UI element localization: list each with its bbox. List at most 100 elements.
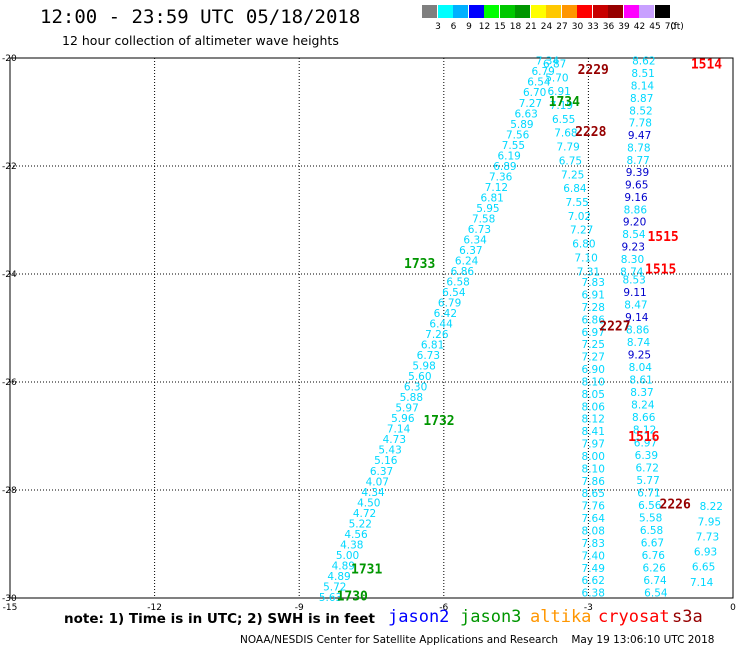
wave-height-value: 5.95: [476, 203, 499, 215]
wave-height-value: 5.60: [408, 371, 431, 383]
satellite-label: altika: [530, 607, 592, 627]
wave-height-value: 6.91: [582, 290, 605, 302]
wave-height-value: 7.55: [502, 140, 525, 152]
y-tick-label: -30: [2, 594, 17, 604]
legend-label: 36: [602, 22, 615, 32]
wave-height-value: 5.16: [374, 455, 398, 467]
legend-label: 18: [509, 22, 522, 32]
wave-height-value: 7.02: [568, 211, 591, 223]
legend-swatch: [468, 5, 484, 18]
x-tick-label: -15: [3, 603, 18, 613]
wave-height-value: 6.42: [434, 308, 457, 320]
wave-height-value: 6.58: [446, 276, 469, 288]
wave-height-value: 4.07: [366, 476, 389, 488]
wave-height-value: 6.70: [523, 87, 546, 99]
wave-height-value: 6.62: [582, 575, 605, 587]
wave-height-value: 6.67: [641, 537, 664, 549]
x-tick-label: -9: [295, 603, 304, 613]
wave-height-value: 5.96: [391, 413, 415, 425]
wave-height-value: 5.43: [378, 445, 401, 457]
wave-height-value: 8.87: [630, 93, 653, 105]
plot-frame: [9, 57, 734, 599]
wave-height-value: 5.77: [636, 475, 659, 487]
wave-height-value: 7.64: [582, 513, 606, 525]
wave-height-value: 5.98: [412, 361, 435, 373]
legend-label: 45: [649, 22, 661, 32]
wave-height-value: 7.79: [556, 142, 579, 154]
wave-height-value: 6.54: [644, 588, 668, 600]
wave-height-value: 6.56: [638, 500, 662, 512]
pass-time-label: 1514: [691, 57, 722, 72]
wave-height-value: 8.10: [582, 463, 605, 475]
pass-time-label: 2227: [599, 319, 630, 334]
satellite-label: jason3: [460, 607, 522, 627]
timestamp: May 19 13:06:10 UTC 2018: [571, 634, 715, 646]
wave-height-value: 7.28: [582, 302, 605, 314]
wave-height-value: 8.10: [582, 376, 605, 388]
wave-height-value: 6.26: [642, 563, 666, 575]
legend-label: 3: [435, 22, 441, 32]
wave-height-value: 6.37: [459, 245, 482, 257]
wave-height-value: 7.25: [561, 169, 584, 181]
legend-swatch: [437, 5, 453, 18]
wave-height-value: 8.06: [582, 401, 606, 413]
wave-height-value: 9.11: [623, 287, 646, 299]
wave-height-value: 6.90: [582, 364, 605, 376]
legend-label: 27: [556, 22, 568, 32]
wave-height-value: 7.27: [570, 225, 593, 237]
wave-height-value: 8.47: [624, 299, 647, 311]
wave-height-value: 8.04: [629, 362, 653, 374]
pass-time-label: 1730: [337, 589, 368, 604]
legend-label: 39: [618, 22, 630, 32]
credit-text: NOAA/NESDIS Center for Satellite Applica…: [240, 634, 558, 646]
satellite-label: cryosat: [598, 607, 670, 627]
legend-unit: (ft): [670, 22, 684, 32]
y-tick-label: -20: [2, 54, 17, 64]
wave-height-value: 6.76: [642, 550, 666, 562]
wave-height-value: 6.55: [552, 114, 575, 126]
wave-height-value: 5.70: [545, 72, 568, 84]
wave-height-value: 6.80: [572, 239, 595, 251]
wave-height-value: 5.89: [510, 119, 533, 131]
wave-height-value: 7.58: [472, 213, 495, 225]
wave-height-value: 7.27: [519, 98, 542, 110]
legend-swatch: [654, 5, 670, 18]
wave-height-value: 6.89: [493, 161, 516, 173]
wave-height-value: 9.39: [626, 167, 649, 179]
wave-height-value: 8.62: [632, 56, 655, 68]
legend-swatch: [530, 5, 546, 18]
wave-height-value: 7.26: [425, 329, 449, 341]
wave-height-value: 7.73: [696, 531, 719, 543]
wave-height-value: 7.27: [582, 352, 605, 364]
wave-height-value: 8.78: [627, 142, 650, 154]
page-subtitle: 12 hour collection of altimeter wave hei…: [62, 33, 339, 48]
wave-height-value: 8.00: [582, 451, 605, 463]
wave-height-value: 5.97: [395, 403, 418, 415]
wave-height-value: 8.74: [620, 266, 644, 278]
y-tick-label: -28: [2, 486, 17, 496]
wave-height-value: 4.34: [361, 487, 385, 499]
wave-height-value: 8.65: [582, 488, 605, 500]
pass-time-label: 1733: [404, 257, 435, 272]
wave-height-value: 4.89: [327, 571, 350, 583]
wave-height-value: 8.51: [631, 68, 654, 80]
wave-height-value: 6.58: [640, 525, 663, 537]
wave-height-value: 6.73: [468, 224, 491, 236]
wave-height-value: 8.54: [622, 229, 646, 241]
wave-height-value: 6.86: [582, 314, 606, 326]
legend-label: 30: [571, 22, 584, 32]
pass-time-label: 1731: [351, 562, 382, 577]
x-tick-label: -12: [147, 603, 162, 613]
legend-swatch: [592, 5, 608, 18]
legend-swatch: [499, 5, 515, 18]
legend-label: 12: [478, 22, 491, 32]
legend-swatch: [623, 5, 639, 18]
wave-height-value: 5.00: [336, 550, 359, 562]
wave-height-value: 6.97: [634, 437, 657, 449]
wave-height-value: 6.87: [543, 58, 566, 70]
legend-swatch: [546, 5, 561, 18]
wave-height-value: 6.19: [497, 150, 520, 162]
wave-height-value: 6.93: [694, 547, 717, 559]
wave-height-value: 7.86: [582, 476, 606, 488]
wave-height-value: 7.40: [582, 550, 605, 562]
